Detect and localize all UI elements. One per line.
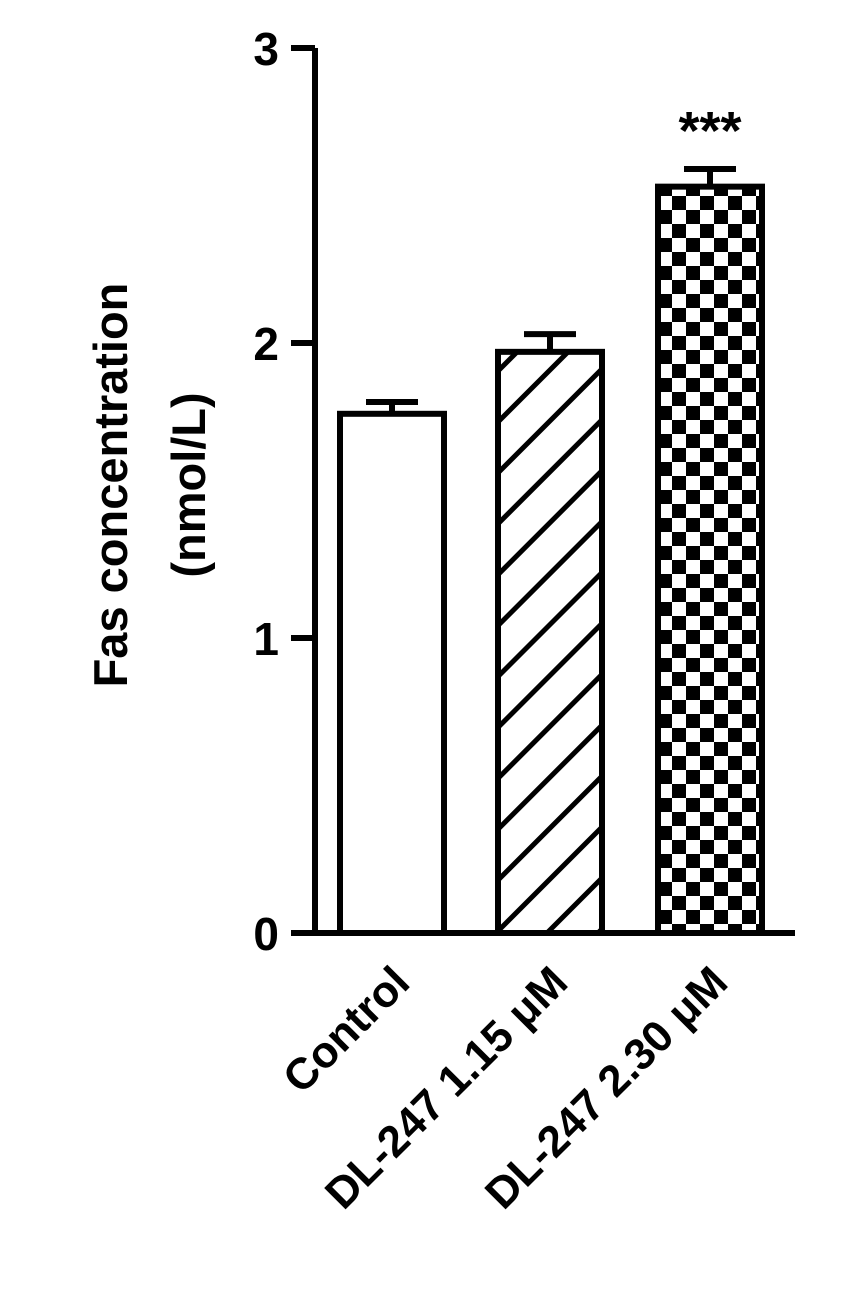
bar-1 [337, 410, 447, 936]
significance-label-3: *** [678, 101, 741, 161]
y-axis-title-line-1: Fas concentration [84, 283, 137, 688]
y-tick-label-1: 1 [253, 613, 279, 665]
bars [337, 165, 765, 937]
bar-2 [495, 348, 605, 937]
category-label-1: Control [274, 957, 419, 1102]
bar-3 [655, 183, 765, 936]
y-tick-label-0: 0 [253, 908, 279, 960]
y-tick-label-2: 2 [253, 318, 279, 370]
y-axis-title: Fas concentration (nmol/L) [84, 283, 215, 688]
y-tick-label-3: 3 [253, 23, 279, 75]
y-axis-title-line-2: (nmol/L) [162, 392, 215, 577]
